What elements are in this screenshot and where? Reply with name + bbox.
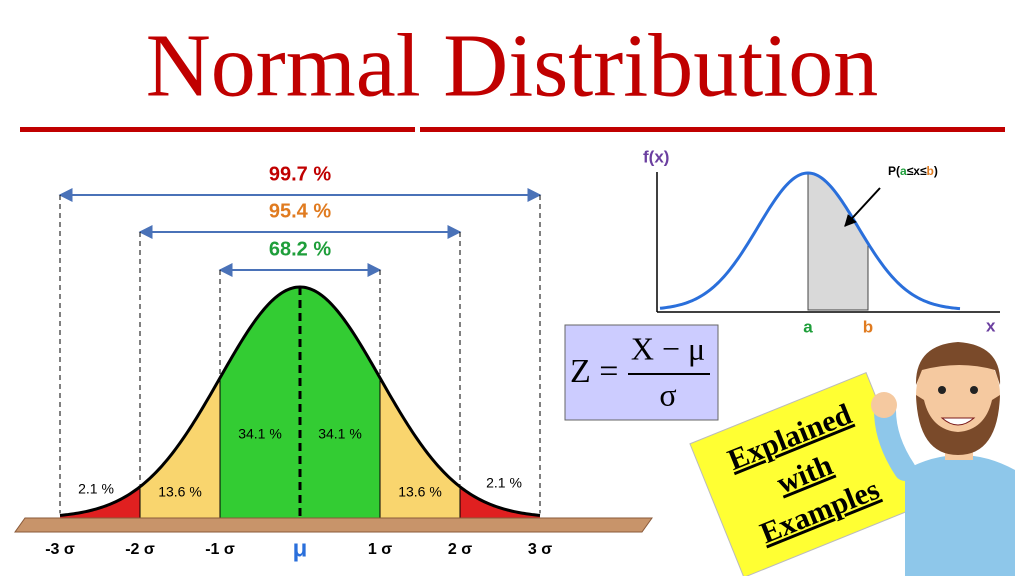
range-label: 68.2 % xyxy=(269,238,331,260)
y-label: f(x) xyxy=(643,147,669,166)
probability-part: a xyxy=(900,164,907,178)
axis-label: μ xyxy=(293,535,308,562)
face xyxy=(916,345,1000,445)
probability-label: P(a≤x≤b) xyxy=(888,164,938,178)
ground xyxy=(14,517,653,533)
eye xyxy=(938,386,946,394)
probability-part: ) xyxy=(934,164,938,178)
title: Normal Distribution xyxy=(146,17,878,116)
area-label: 2.1 % xyxy=(78,481,114,497)
area-label: 34.1 % xyxy=(318,426,362,442)
underline xyxy=(20,127,415,132)
a-label: a xyxy=(803,317,813,336)
beard xyxy=(916,395,1000,455)
formula: Z = X − μ σ xyxy=(564,324,719,421)
denominator: σ xyxy=(659,376,676,412)
area-label: 13.6 % xyxy=(158,484,202,500)
curve-area xyxy=(220,287,380,518)
formula-box xyxy=(564,324,719,421)
bell-curve: 99.7 % 95.4 % 68.2 % 2.1 % 13.6 % 34.1 % 34.1 … xyxy=(14,163,653,562)
curve-area xyxy=(460,486,540,518)
hair xyxy=(915,342,1001,385)
b-label: b xyxy=(863,317,873,336)
axis-label: -3 σ xyxy=(45,541,75,558)
probability-part: P( xyxy=(888,164,900,178)
shirt xyxy=(905,455,1015,576)
smile xyxy=(940,417,976,426)
eye xyxy=(970,386,978,394)
range-label: 95.4 % xyxy=(269,200,331,222)
probability-part: ≤x≤ xyxy=(907,164,927,178)
curve-area xyxy=(60,486,140,518)
x-label: x xyxy=(986,316,996,335)
probability-part: b xyxy=(927,164,934,178)
area-label: 34.1 % xyxy=(238,426,282,442)
numerator: X − μ xyxy=(631,330,705,366)
axis-label: 2 σ xyxy=(448,541,472,558)
probability-chart: f(x)xa bP(a≤x≤b) xyxy=(643,147,1000,336)
axis-label: -1 σ xyxy=(205,541,235,558)
range-label: 99.7 % xyxy=(269,163,331,185)
axis-label: 1 σ xyxy=(368,541,392,558)
hand xyxy=(871,392,897,418)
arm xyxy=(874,399,916,481)
axis-label: -2 σ xyxy=(125,541,155,558)
formula-left: Z = xyxy=(570,353,618,390)
area-label: 13.6 % xyxy=(398,484,442,500)
area-label: 2.1 % xyxy=(486,475,522,491)
underline xyxy=(420,127,1005,132)
axis-label: 3 σ xyxy=(528,541,552,558)
pointer xyxy=(844,187,881,227)
man-illustration xyxy=(871,342,1015,576)
density-curve xyxy=(659,171,961,311)
